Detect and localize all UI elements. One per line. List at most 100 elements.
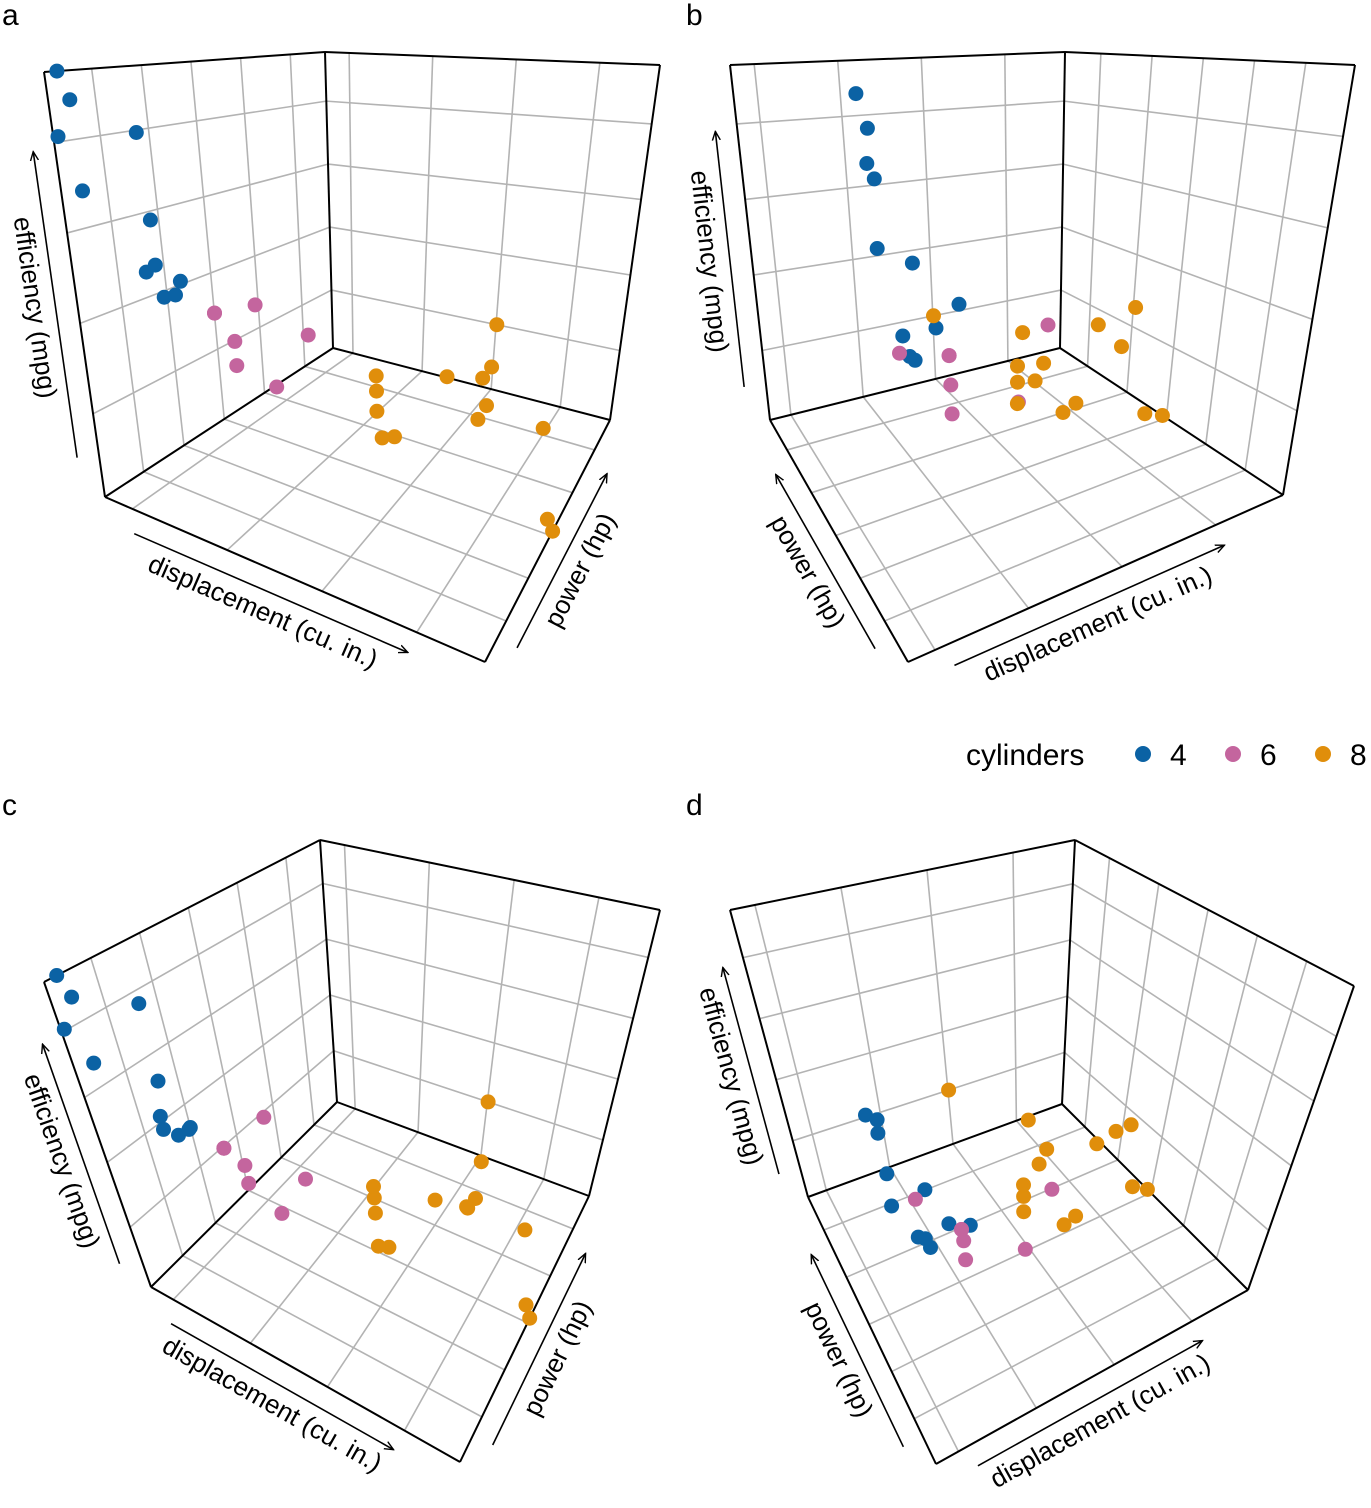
box-edge (588, 909, 661, 1197)
box-edge (1282, 64, 1356, 496)
gridline-wall-displacement (421, 56, 434, 372)
point-cyl8 (1068, 395, 1084, 411)
box-edge (1074, 839, 1355, 987)
point-cyl8 (459, 1199, 475, 1215)
gridline-wall-efficiency (742, 883, 1074, 959)
box-edge (319, 839, 661, 911)
point-cyl8 (1039, 1141, 1055, 1157)
gridline-floor-displacement (952, 1143, 1115, 1366)
point-cyl8 (941, 1082, 957, 1098)
point-cyl8 (368, 368, 384, 384)
box-edge (729, 839, 1076, 911)
point-cyl4 (86, 1055, 102, 1071)
box-edge (1061, 1103, 1249, 1291)
gridline-floor-power (884, 469, 1246, 622)
point-cyl8 (1125, 1179, 1140, 1195)
point-cyl8 (535, 420, 551, 436)
gridline-floor-power (247, 1189, 528, 1324)
point-cyl8 (1137, 406, 1153, 422)
gridline-wall-power (1117, 883, 1160, 1160)
gridline-floor-power (859, 443, 1207, 579)
panel-label-b: b (686, 0, 703, 32)
point-cyl4 (168, 287, 183, 303)
panel-label-a: a (2, 0, 19, 32)
gridline-wall-power (190, 61, 226, 420)
gridline-wall-power (1204, 60, 1256, 445)
gridline-wall-efficiency (1072, 883, 1337, 1038)
box-edge (336, 1101, 590, 1197)
gridline-floor-power (183, 444, 529, 579)
point-cyl8 (539, 511, 555, 527)
point-cyl8 (1036, 355, 1052, 371)
box-edge (807, 1196, 937, 1465)
efficiency-axis-arrow-icon (723, 967, 780, 1175)
legend-marker-6 (1225, 746, 1241, 762)
point-cyl8 (518, 1297, 534, 1313)
panel-c: displacement (cu. in.) power (hp)efficien… (18, 839, 661, 1478)
gridline-wall-efficiency (331, 289, 620, 352)
point-cyl8 (1027, 373, 1043, 389)
gridline-wall-efficiency (61, 882, 324, 1034)
box-edge (104, 496, 486, 663)
gridline-floor-displacement (403, 1178, 545, 1431)
point-cyl8 (427, 1192, 443, 1208)
point-cyl8 (489, 317, 505, 333)
legend-marker-8 (1315, 746, 1331, 762)
box-edge (729, 64, 771, 421)
point-cyl4 (49, 968, 65, 983)
box-edge (935, 1289, 1249, 1465)
point-cyl4 (859, 156, 875, 171)
box-edge (484, 419, 611, 663)
gridline-wall-efficiency (1062, 163, 1328, 229)
point-cyl8 (1020, 1112, 1036, 1128)
point-cyl8 (1055, 405, 1071, 420)
box-edge (1247, 985, 1355, 1291)
point-cyl8 (1090, 317, 1106, 333)
point-cyl6 (298, 1171, 313, 1187)
point-cyl4 (128, 125, 144, 140)
legend-label-6: 6 (1260, 739, 1277, 772)
point-cyl6 (1017, 1241, 1033, 1257)
power-axis-arrow-icon (811, 1255, 905, 1448)
point-cyl8 (926, 308, 941, 324)
gridline-wall-power (285, 857, 315, 1125)
point-cyl6 (274, 1205, 290, 1221)
box-edge (150, 1101, 338, 1288)
point-cyl4 (147, 257, 163, 273)
point-cyl8 (1016, 1188, 1032, 1204)
point-cyl8 (1154, 408, 1170, 423)
gridline-wall-efficiency (753, 226, 1063, 276)
point-cyl4 (858, 1107, 873, 1123)
point-cyl6 (1044, 1181, 1060, 1197)
point-cyl4 (75, 183, 90, 199)
box-edge (43, 839, 321, 983)
gridline-wall-power (140, 64, 185, 446)
gridline-wall-power (289, 54, 306, 367)
point-cyl8 (439, 369, 455, 385)
point-cyl8 (1123, 1117, 1139, 1133)
point-cyl6 (227, 333, 243, 349)
gridline-wall-efficiency (775, 995, 1068, 1081)
point-cyl6 (256, 1109, 272, 1125)
point-cyl6 (247, 297, 263, 313)
box-edge (332, 347, 611, 421)
gridline-wall-efficiency (1061, 226, 1313, 321)
point-cyl6 (954, 1222, 969, 1237)
gridline-floor-power (913, 1257, 1217, 1420)
point-cyl8 (366, 1190, 382, 1206)
gridline-wall-efficiency (326, 938, 634, 1020)
gridline-wall-efficiency (92, 289, 332, 415)
gridline-wall-displacement (348, 52, 354, 354)
box-edge (769, 419, 909, 663)
power-axis-arrow-icon (491, 1253, 586, 1446)
point-cyl6 (216, 1140, 232, 1156)
gridline-floor-displacement (326, 1155, 482, 1388)
legend-label-8: 8 (1350, 739, 1367, 772)
gridline-wall-efficiency (1069, 939, 1315, 1102)
point-cyl4 (928, 320, 944, 336)
point-cyl8 (374, 430, 390, 446)
point-cyl8 (480, 1094, 496, 1110)
point-cyl4 (941, 1216, 957, 1232)
displacement-axis-arrow-icon (977, 1341, 1203, 1467)
panel-d: displacement (cu. in.) power (hp) efficien… (693, 839, 1355, 1494)
